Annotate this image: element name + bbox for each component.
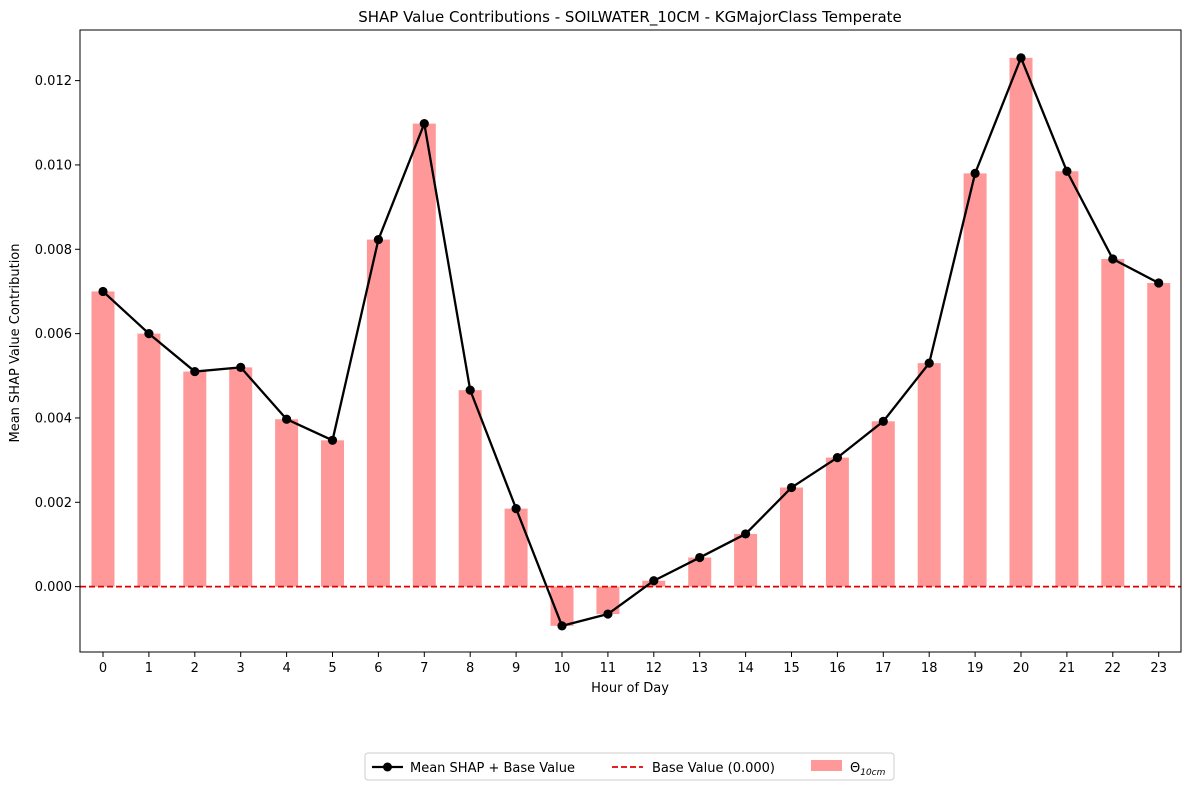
legend-theta-subscript: 10cm [860, 768, 885, 778]
x-tick-label: 6 [374, 661, 382, 676]
x-tick-label: 7 [420, 661, 428, 676]
bar-hour-19 [963, 173, 987, 587]
mean-shap-point-9 [511, 504, 521, 514]
x-tick-label: 11 [600, 661, 617, 676]
x-axis: 0 1 2 3 4 5 6 7 8 9 10 11 12 13 14 15 16 17 18 19 20 21 22 23 [99, 652, 1167, 676]
bar-hour-16 [825, 457, 849, 587]
bar-hour-13 [688, 557, 712, 587]
mean-shap-point-23 [1154, 278, 1164, 288]
bar-hour-10 [550, 586, 574, 626]
bar-hour-18 [917, 363, 941, 587]
legend-marker-swatch [383, 762, 392, 772]
legend-label-mean-shap: Mean SHAP + Base Value [410, 761, 575, 776]
bar-hour-15 [780, 487, 803, 587]
x-axis-label: Hour of Day [591, 681, 669, 696]
bar-hour-6 [366, 239, 390, 587]
x-tick-label: 18 [921, 661, 938, 676]
bar-hour-11 [596, 586, 620, 615]
x-tick-label: 19 [967, 661, 984, 676]
mean-shap-point-14 [741, 529, 751, 539]
x-tick-label: 17 [875, 661, 892, 676]
x-tick-label: 13 [691, 661, 708, 676]
bar-hour-7 [412, 123, 436, 587]
mean-shap-point-4 [282, 414, 292, 424]
mean-shap-point-1 [144, 329, 154, 339]
plot-frame [79, 29, 1182, 653]
mean-shap-point-8 [465, 385, 475, 395]
bar-hour-1 [137, 333, 161, 587]
bar-hour-2 [183, 371, 207, 587]
x-tick-label: 21 [1059, 661, 1076, 676]
x-tick-label: 0 [99, 661, 107, 676]
bar-hour-20 [1009, 57, 1033, 587]
y-tick-label: 0.012 [35, 74, 72, 89]
mean-shap-point-21 [1062, 166, 1072, 176]
y-tick-label: 0.002 [35, 496, 72, 511]
x-tick-label: 20 [1013, 661, 1030, 676]
y-axis: 0.000 0.002 0.004 0.006 0.008 0.010 0.012 [35, 74, 80, 595]
x-tick-label: 9 [512, 661, 520, 676]
mean-shap-line-group [98, 53, 1164, 631]
mean-shap-point-16 [832, 452, 843, 463]
mean-shap-point-0 [98, 286, 108, 297]
bar-hour-22 [1101, 258, 1125, 587]
y-axis-label: Mean SHAP Value Contribution [8, 244, 23, 443]
x-tick-label: 15 [783, 661, 800, 676]
y-tick-label: 0.010 [35, 158, 72, 173]
bar-hour-3 [229, 367, 253, 587]
chart-title: SHAP Value Contributions - SOILWATER_10C… [358, 8, 902, 27]
mean-shap-point-6 [373, 234, 383, 245]
bar-hour-9 [504, 508, 528, 587]
legend-theta-symbol: Θ [850, 761, 860, 776]
legend-label-theta: Θ10cm [850, 761, 886, 778]
mean-shap-point-22 [1108, 254, 1118, 264]
mean-shap-point-10 [557, 621, 567, 631]
x-tick-label: 2 [191, 661, 199, 676]
mean-shap-point-3 [236, 362, 246, 372]
x-tick-label: 16 [829, 661, 846, 676]
legend-label-base-value: Base Value (0.000) [652, 761, 775, 776]
bar-hour-5 [321, 440, 344, 587]
bar-hour-4 [275, 419, 299, 587]
x-tick-label: 1 [145, 661, 153, 676]
bar-hour-8 [458, 390, 482, 587]
x-tick-label: 4 [282, 661, 290, 676]
y-tick-label: 0.008 [35, 243, 72, 258]
mean-shap-point-2 [190, 366, 200, 377]
mean-shap-point-13 [695, 552, 705, 563]
mean-shap-point-17 [878, 416, 888, 426]
x-tick-label: 12 [646, 661, 663, 676]
mean-shap-point-11 [603, 609, 613, 619]
x-tick-label: 8 [466, 661, 474, 676]
bar-hour-0 [91, 291, 115, 587]
bar-hour-14 [734, 533, 758, 587]
y-tick-label: 0.006 [35, 327, 72, 342]
bar-hour-23 [1147, 283, 1171, 587]
mean-shap-point-15 [786, 482, 797, 493]
x-tick-label: 5 [328, 661, 336, 676]
y-tick-label: 0.000 [35, 580, 72, 595]
x-tick-label: 22 [1105, 661, 1122, 676]
mean-shap-point-7 [419, 119, 429, 129]
bar-hour-17 [871, 421, 895, 587]
mean-shap-point-19 [970, 168, 980, 178]
mean-shap-line [102, 56, 1160, 628]
x-tick-label: 3 [237, 661, 245, 676]
legend-frame [364, 752, 895, 781]
mean-shap-point-5 [327, 435, 338, 445]
mean-shap-point-12 [649, 576, 659, 586]
x-tick-label: 10 [554, 661, 571, 676]
bar-series [91, 57, 1171, 626]
bar-hour-21 [1055, 171, 1079, 587]
y-tick-label: 0.004 [35, 411, 72, 426]
legend-bar-swatch [811, 760, 842, 771]
legend: Mean SHAP + Base Value Base Value (0.000… [364, 752, 895, 781]
x-tick-label: 14 [737, 661, 754, 676]
mean-shap-point-18 [924, 358, 934, 368]
mean-shap-point-20 [1016, 53, 1026, 63]
x-tick-label: 23 [1150, 661, 1167, 676]
